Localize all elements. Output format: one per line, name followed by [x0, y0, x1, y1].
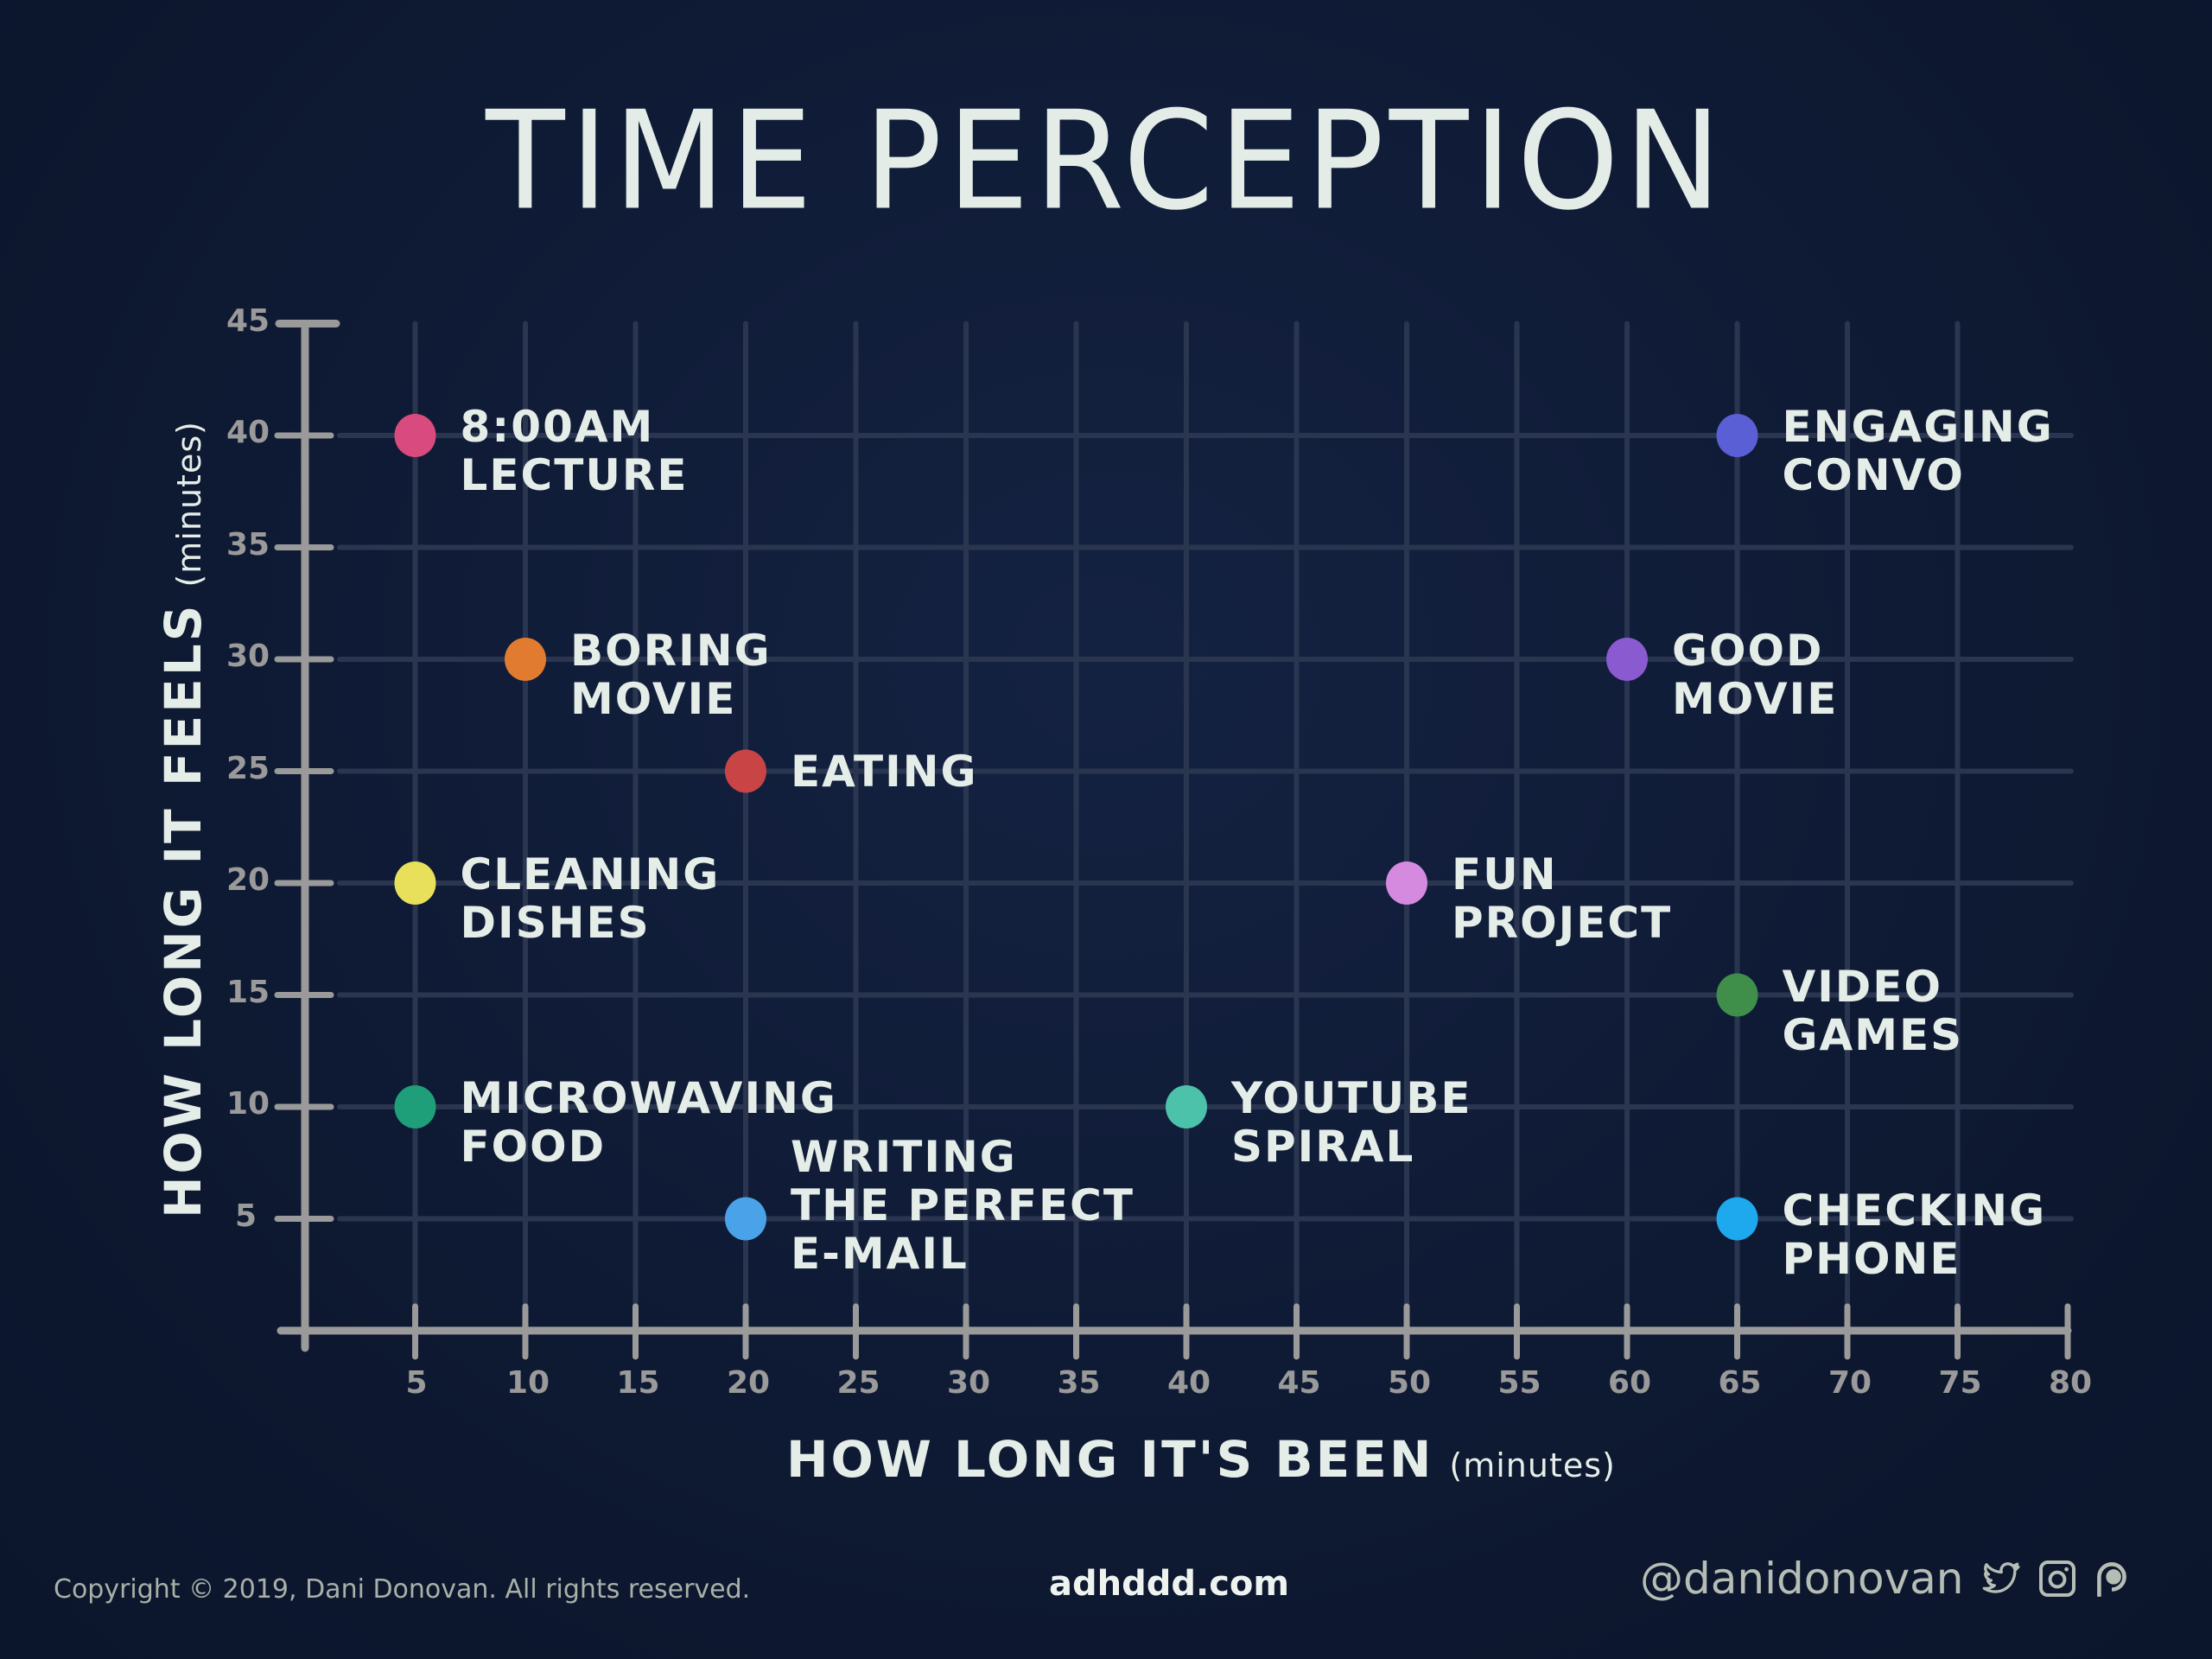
point-label: EATING: [791, 747, 978, 796]
point-label: 8:00AM LECTURE: [461, 403, 689, 499]
point-label-line: GOOD: [1672, 626, 1824, 676]
data-point[interactable]: [1386, 861, 1427, 905]
y-tick-label: 5: [235, 1198, 257, 1234]
x-tick-label: 25: [836, 1365, 880, 1401]
point-label: CLEANING DISHES: [461, 850, 721, 947]
chart-title: TIME PERCEPTION: [486, 82, 1726, 241]
point-label: ENGAGING CONVO: [1783, 403, 2054, 499]
x-tick-label: 40: [1167, 1365, 1211, 1401]
point-label-line: DISHES: [460, 898, 651, 948]
x-tick-label: 60: [1608, 1365, 1652, 1401]
x-tick-label: 15: [616, 1365, 660, 1401]
point-label-line: ENGAGING: [1782, 402, 2054, 452]
y-tick-label: 35: [226, 526, 270, 563]
point-label: GOOD MOVIE: [1672, 626, 1838, 723]
data-point[interactable]: [394, 1085, 436, 1128]
x-tick-label: 30: [947, 1365, 991, 1401]
data-point[interactable]: [1606, 638, 1648, 681]
data-point[interactable]: [1716, 1197, 1758, 1241]
x-tick-label: 50: [1388, 1365, 1432, 1401]
point-label-line: MICROWAVING: [460, 1073, 837, 1123]
x-axis-title: HOW LONG IT'S BEEN: [786, 1430, 1434, 1489]
point-label-line: PROJECT: [1452, 898, 1673, 948]
x-tick-label: 70: [1828, 1365, 1872, 1401]
point-label: BORING MOVIE: [570, 626, 772, 723]
data-point[interactable]: [394, 414, 436, 457]
x-tick-label: 55: [1497, 1365, 1541, 1401]
x-tick-label: 45: [1277, 1365, 1321, 1401]
y-axis-label: HOW LONG IT FEELS (minutes): [154, 421, 213, 1218]
point-label-line: YOUTUBE: [1231, 1073, 1472, 1123]
point-label-line: CONVO: [1782, 450, 1965, 500]
data-point[interactable]: [725, 749, 766, 793]
x-axis-unit: (minutes): [1449, 1446, 1616, 1484]
x-tick-label: 10: [506, 1365, 550, 1401]
point-label-line: GAMES: [1782, 1009, 1964, 1060]
point-label-line: FUN: [1452, 849, 1558, 899]
data-point[interactable]: [1166, 1085, 1207, 1128]
point-label: VIDEO GAMES: [1783, 963, 1964, 1059]
y-tick-label: 30: [226, 639, 270, 674]
point-label-line: BORING: [570, 626, 772, 676]
point-label-line: FOOD: [460, 1122, 607, 1172]
point-label-line: CLEANING: [460, 849, 721, 899]
point-label-line: MOVIE: [1672, 674, 1839, 724]
x-tick-label: 35: [1057, 1365, 1101, 1401]
instagram-icon[interactable]: [2037, 1558, 2078, 1599]
point-label-line: THE PERFECT: [791, 1179, 1135, 1230]
y-tick-label: 10: [226, 1086, 270, 1122]
twitter-icon[interactable]: [1976, 1557, 2024, 1600]
y-axis-unit: (minutes): [170, 421, 208, 588]
point-label-line: SPIRAL: [1231, 1122, 1415, 1172]
website-link[interactable]: adhddd.com: [1049, 1564, 1290, 1604]
point-label: YOUTUBE SPIRAL: [1231, 1074, 1472, 1171]
point-label-line: MOVIE: [570, 674, 737, 724]
x-tick-label: 80: [2049, 1365, 2093, 1401]
x-axis-label: HOW LONG IT'S BEEN (minutes): [786, 1430, 1616, 1489]
point-label-line: VIDEO: [1782, 961, 1942, 1012]
data-point[interactable]: [394, 861, 436, 905]
point-label-line: CHECKING: [1782, 1185, 2047, 1236]
y-tick-label: 15: [226, 974, 270, 1010]
data-point[interactable]: [1716, 973, 1758, 1017]
patreon-icon[interactable]: [2090, 1556, 2133, 1601]
social-handle[interactable]: @danidonovan: [1640, 1554, 1964, 1604]
point-label-line: EATING: [791, 746, 978, 797]
y-tick-label: 25: [226, 750, 270, 786]
point-label-line: LECTURE: [460, 450, 689, 500]
y-tick-label: 20: [226, 862, 270, 898]
point-label-line: WRITING: [791, 1131, 1017, 1182]
x-tick-label: 75: [1938, 1365, 1982, 1401]
x-tick-label: 20: [727, 1365, 771, 1401]
point-label-line: PHONE: [1782, 1233, 1961, 1284]
y-tick-label: 40: [226, 415, 270, 450]
point-label: FUN PROJECT: [1452, 850, 1672, 947]
x-tick-label: 5: [405, 1365, 428, 1401]
x-tick-label: 65: [1718, 1365, 1762, 1401]
point-label-line: 8:00AM: [460, 402, 655, 452]
point-label: MICROWAVING FOOD: [461, 1074, 837, 1171]
point-label: WRITING THE PERFECT E-MAIL: [791, 1133, 1135, 1278]
data-point[interactable]: [725, 1197, 766, 1241]
data-point[interactable]: [505, 638, 546, 681]
data-point[interactable]: [1716, 414, 1758, 457]
copyright-text: Copyright © 2019, Dani Donovan. All righ…: [54, 1574, 751, 1605]
social-handle-block: @danidonovan: [1640, 1554, 2133, 1604]
point-label-line: E-MAIL: [791, 1228, 969, 1279]
point-label: CHECKING PHONE: [1783, 1186, 2047, 1283]
y-axis-title: HOW LONG IT FEELS: [154, 602, 213, 1218]
y-tick-label: 45: [226, 302, 270, 339]
